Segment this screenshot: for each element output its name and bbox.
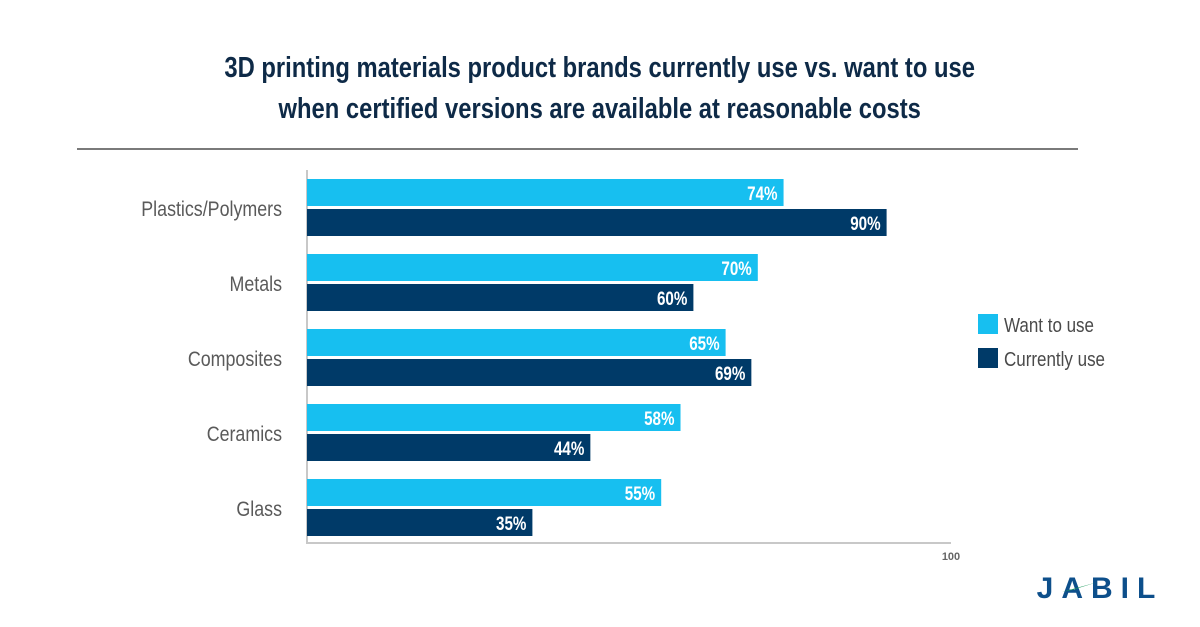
legend-swatch <box>978 314 998 334</box>
bar-currently-use <box>307 434 591 461</box>
category-label: Composites <box>188 348 282 372</box>
data-label: 70% <box>721 257 751 279</box>
legend-label: Currently use <box>1004 348 1105 371</box>
data-label: 44% <box>554 437 584 459</box>
bar-want-to-use <box>307 254 758 281</box>
x-tick-label: 100 <box>942 551 960 563</box>
bar-currently-use <box>307 509 533 536</box>
bar-want-to-use <box>307 479 662 506</box>
data-label: 90% <box>850 212 880 234</box>
title-line-2: when certified versions are available at… <box>278 93 922 125</box>
bar-currently-use <box>307 359 752 386</box>
bar-want-to-use <box>307 179 784 206</box>
legend-label: Want to use <box>1004 314 1094 337</box>
bar-want-to-use <box>307 404 681 431</box>
category-label: Metals <box>229 273 282 297</box>
chart-title: 3D printing materials product brands cur… <box>0 48 1200 130</box>
bar-currently-use <box>307 209 887 236</box>
title-divider <box>77 148 1078 150</box>
data-label: 65% <box>689 332 719 354</box>
data-label: 55% <box>625 482 655 504</box>
data-label: 69% <box>715 362 745 384</box>
category-label: Plastics/Polymers <box>141 198 282 222</box>
data-label: 58% <box>644 407 674 429</box>
category-label: Glass <box>236 498 282 522</box>
legend-swatch <box>978 348 998 368</box>
bar-want-to-use <box>307 329 726 356</box>
data-label: 60% <box>657 287 687 309</box>
category-label: Ceramics <box>207 423 283 447</box>
data-label: 74% <box>747 182 777 204</box>
data-label: 35% <box>496 512 526 534</box>
bar-currently-use <box>307 284 694 311</box>
title-line-1: 3D printing materials product brands cur… <box>224 52 976 84</box>
